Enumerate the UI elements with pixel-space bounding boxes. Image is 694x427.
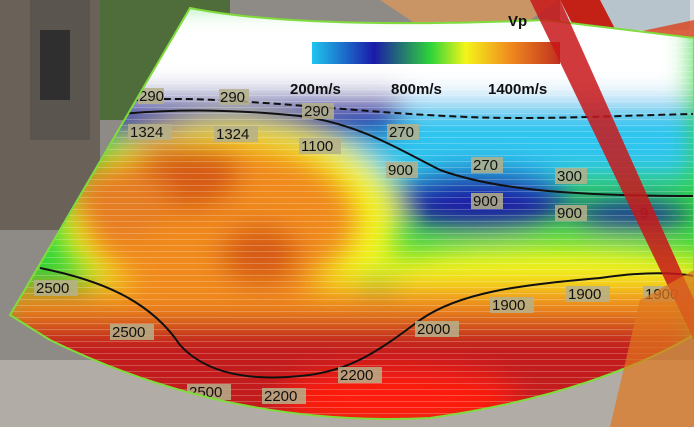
contour-label: 290 xyxy=(220,89,245,106)
label-box xyxy=(34,280,78,296)
contour-label: 1324 xyxy=(216,126,249,143)
contour-label: 2200 xyxy=(264,388,297,405)
label-box xyxy=(299,138,341,154)
label-box xyxy=(490,297,534,313)
contour-label: 2000 xyxy=(417,321,450,338)
label-box xyxy=(555,168,587,184)
contour-label: 900 xyxy=(557,205,582,222)
contour-label: 1100 xyxy=(301,138,333,155)
label-box xyxy=(386,162,418,178)
colorbar: Vp 200m/s 800m/s 1400m/s xyxy=(290,13,560,98)
contour-label: 1900 xyxy=(492,297,525,314)
colorbar-gradient xyxy=(312,42,560,64)
contour-label: 1900 xyxy=(568,286,601,303)
contour-label: 300 xyxy=(557,168,582,185)
label-box xyxy=(262,388,306,404)
label-box xyxy=(555,205,587,221)
colorbar-title: Vp xyxy=(508,13,527,30)
contour-label: 270 xyxy=(389,124,414,141)
colorbar-tick-label: 1400m/s xyxy=(488,81,547,98)
contour-label: 900 xyxy=(388,162,413,179)
contour-label: 900 xyxy=(473,193,498,210)
contour-label: 290 xyxy=(304,103,329,120)
contour-label: 2200 xyxy=(340,367,373,384)
label-box xyxy=(110,324,154,340)
section-outline xyxy=(8,6,694,421)
contour-lower xyxy=(39,267,694,379)
decorative-stripe xyxy=(610,270,694,427)
contour-label: 2500 xyxy=(112,324,145,341)
contour-label: 1324 xyxy=(130,124,163,141)
label-box xyxy=(566,286,610,302)
contour-label: 290 xyxy=(139,88,164,105)
contour-label: 2500 xyxy=(36,280,69,297)
label-box xyxy=(471,157,503,173)
colorbar-tick-label: 200m/s xyxy=(290,81,341,98)
label-box xyxy=(214,126,258,142)
label-box xyxy=(338,367,382,383)
contour-upper xyxy=(109,109,694,197)
contour-label: 270 xyxy=(473,157,498,174)
label-box xyxy=(415,321,459,337)
label-box xyxy=(471,193,503,209)
label-box xyxy=(302,103,334,119)
colorbar-tick-label: 800m/s xyxy=(391,81,442,98)
label-box xyxy=(138,88,164,104)
decorative-stripe xyxy=(530,0,694,340)
label-box xyxy=(219,89,249,105)
label-box xyxy=(128,124,172,140)
label-box xyxy=(387,124,419,140)
